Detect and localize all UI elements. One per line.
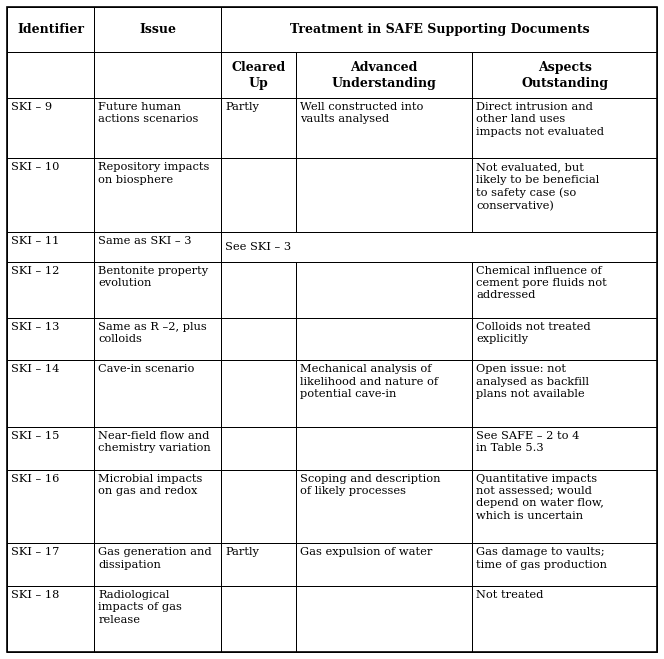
Text: Microbial impacts
on gas and redox: Microbial impacts on gas and redox <box>98 474 203 496</box>
Text: Advanced
Understanding: Advanced Understanding <box>331 61 436 90</box>
Text: Gas damage to vaults;
time of gas production: Gas damage to vaults; time of gas produc… <box>476 547 607 569</box>
Bar <box>296 318 472 360</box>
Bar <box>7 543 94 586</box>
Bar <box>296 158 472 232</box>
Bar <box>94 427 221 470</box>
Bar <box>221 427 296 470</box>
Text: Partly: Partly <box>225 547 259 558</box>
Bar <box>296 470 472 543</box>
Text: Same as R –2, plus
colloids: Same as R –2, plus colloids <box>98 322 207 344</box>
Text: SKI – 17: SKI – 17 <box>11 547 59 558</box>
Bar <box>94 158 221 232</box>
Bar <box>7 158 94 232</box>
Text: SKI – 10: SKI – 10 <box>11 162 59 173</box>
Bar <box>296 586 472 652</box>
Text: SKI – 11: SKI – 11 <box>11 236 59 246</box>
Bar <box>472 318 657 360</box>
Bar <box>296 427 472 470</box>
Text: Identifier: Identifier <box>17 23 84 36</box>
Bar <box>7 262 94 318</box>
Bar <box>94 360 221 427</box>
Bar <box>7 360 94 427</box>
Bar <box>472 543 657 586</box>
Text: Not evaluated, but
likely to be beneficial
to safety case (so
conservative): Not evaluated, but likely to be benefici… <box>476 162 599 211</box>
Bar <box>94 262 221 318</box>
Bar <box>94 543 221 586</box>
Text: Repository impacts
on biosphere: Repository impacts on biosphere <box>98 162 210 185</box>
Bar <box>7 318 94 360</box>
Text: Cave-in scenario: Cave-in scenario <box>98 364 195 374</box>
Text: SKI – 14: SKI – 14 <box>11 364 59 374</box>
Text: SKI – 13: SKI – 13 <box>11 322 59 331</box>
Bar <box>7 586 94 652</box>
Bar <box>94 232 221 262</box>
Bar <box>221 232 657 262</box>
Text: Quantitative impacts
not assessed; would
depend on water flow,
which is uncertai: Quantitative impacts not assessed; would… <box>476 474 604 521</box>
Bar <box>221 543 296 586</box>
Bar <box>94 98 221 158</box>
Text: Cleared
Up: Cleared Up <box>232 61 286 90</box>
Bar <box>94 318 221 360</box>
Bar <box>472 52 657 98</box>
Text: See SKI – 3: See SKI – 3 <box>225 242 291 252</box>
Text: Radiological
impacts of gas
release: Radiological impacts of gas release <box>98 590 183 625</box>
Bar <box>472 427 657 470</box>
Text: Future human
actions scenarios: Future human actions scenarios <box>98 102 199 125</box>
Text: Issue: Issue <box>139 23 177 36</box>
Bar <box>296 543 472 586</box>
Bar <box>221 360 296 427</box>
Bar <box>94 470 221 543</box>
Bar <box>7 427 94 470</box>
Text: Aspects
Outstanding: Aspects Outstanding <box>521 61 608 90</box>
Bar <box>221 318 296 360</box>
Text: Open issue: not
analysed as backfill
plans not available: Open issue: not analysed as backfill pla… <box>476 364 589 399</box>
Bar <box>221 98 296 158</box>
Bar <box>221 52 296 98</box>
Text: SKI – 18: SKI – 18 <box>11 590 59 600</box>
Text: Treatment in SAFE Supporting Documents: Treatment in SAFE Supporting Documents <box>290 23 589 36</box>
Bar <box>221 586 296 652</box>
Text: Partly: Partly <box>225 102 259 112</box>
Text: Mechanical analysis of
likelihood and nature of
potential cave-in: Mechanical analysis of likelihood and na… <box>300 364 438 399</box>
Text: Same as SKI – 3: Same as SKI – 3 <box>98 236 192 246</box>
Bar <box>94 586 221 652</box>
Bar <box>296 98 472 158</box>
Text: SKI – 12: SKI – 12 <box>11 266 59 275</box>
Text: SKI – 16: SKI – 16 <box>11 474 59 484</box>
Text: Gas expulsion of water: Gas expulsion of water <box>300 547 432 558</box>
Bar <box>7 7 94 52</box>
Bar <box>296 52 472 98</box>
Text: Gas generation and
dissipation: Gas generation and dissipation <box>98 547 212 569</box>
Bar <box>7 52 94 98</box>
Text: Chemical influence of
cement pore fluids not
addressed: Chemical influence of cement pore fluids… <box>476 266 607 301</box>
Bar <box>296 262 472 318</box>
Bar <box>472 360 657 427</box>
Bar <box>94 7 221 52</box>
Text: Bentonite property
evolution: Bentonite property evolution <box>98 266 208 288</box>
Bar <box>221 262 296 318</box>
Bar <box>296 360 472 427</box>
Text: SKI – 9: SKI – 9 <box>11 102 52 112</box>
Text: Near-field flow and
chemistry variation: Near-field flow and chemistry variation <box>98 431 211 453</box>
Bar <box>472 98 657 158</box>
Text: See SAFE – 2 to 4
in Table 5.3: See SAFE – 2 to 4 in Table 5.3 <box>476 431 579 453</box>
Text: Direct intrusion and
other land uses
impacts not evaluated: Direct intrusion and other land uses imp… <box>476 102 604 137</box>
Bar <box>7 232 94 262</box>
Bar <box>472 470 657 543</box>
Text: Colloids not treated
explicitly: Colloids not treated explicitly <box>476 322 590 344</box>
Text: Not treated: Not treated <box>476 590 543 600</box>
Text: Scoping and description
of likely processes: Scoping and description of likely proces… <box>300 474 441 496</box>
Bar <box>472 586 657 652</box>
Bar <box>221 7 657 52</box>
Bar <box>221 470 296 543</box>
Bar <box>472 262 657 318</box>
Text: SKI – 15: SKI – 15 <box>11 431 59 441</box>
Bar <box>472 158 657 232</box>
Bar <box>221 158 296 232</box>
Bar <box>7 470 94 543</box>
Text: Well constructed into
vaults analysed: Well constructed into vaults analysed <box>300 102 424 125</box>
Bar <box>94 52 221 98</box>
Bar <box>7 98 94 158</box>
